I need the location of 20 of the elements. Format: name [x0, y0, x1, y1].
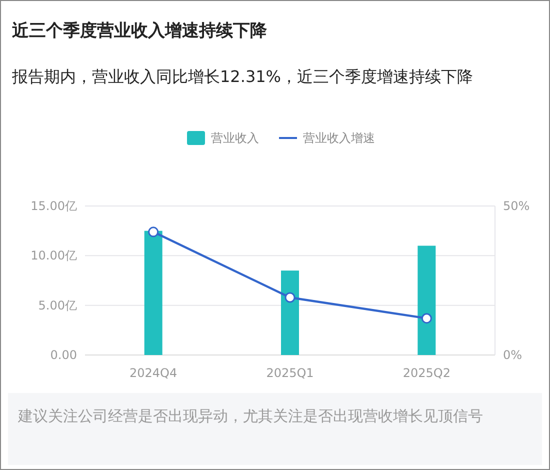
- point: [284, 292, 296, 303]
- bar: [418, 246, 436, 355]
- x-tick-label: 2025Q2: [402, 366, 450, 380]
- point: [421, 313, 432, 324]
- y-tick-label: 10.00亿: [30, 248, 77, 263]
- y2-tick-label: 0%: [503, 348, 522, 362]
- y2-tick-label: 50%: [503, 199, 530, 213]
- title: 近三个季度营业收入增速持续下降: [12, 21, 267, 41]
- bar: [144, 230, 162, 355]
- subtitle: 报告期内，营业收入同比增长12.31%，近三个季度增速持续下降: [12, 67, 474, 86]
- x-tick-label: 2024Q4: [130, 366, 178, 380]
- bar: [281, 270, 299, 355]
- text: 建议关注公司经营是否出现异动，尤其关注是否出现营收增长见顶信号: [18, 406, 484, 427]
- y-tick-label: 15.00亿: [30, 199, 77, 213]
- y-tick-label: 5.00亿: [38, 298, 77, 312]
- y-tick-label: 0.00: [50, 348, 77, 362]
- legend-label: 营业收入: [211, 131, 259, 145]
- point: [148, 226, 159, 238]
- x-tick-label: 2025Q1: [266, 366, 314, 380]
- legend-label: 营业收入增速: [303, 131, 375, 145]
